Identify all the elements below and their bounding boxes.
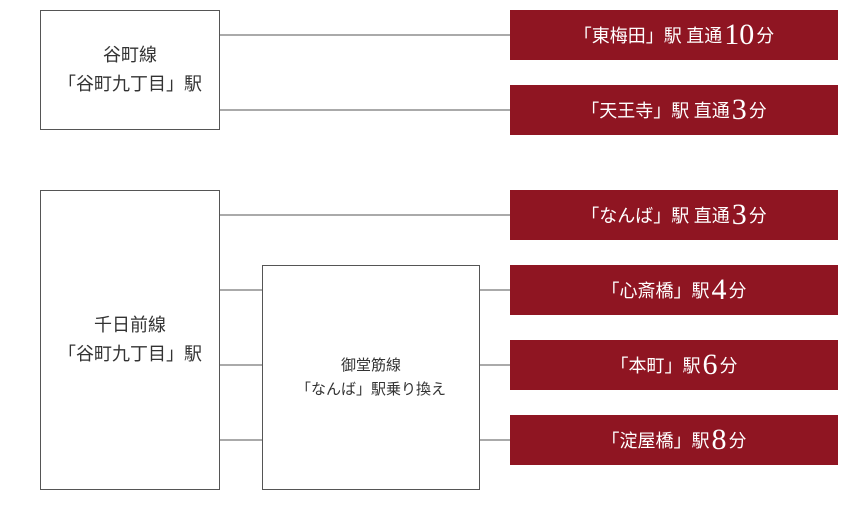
dest-shinsaibashi: 「心斎橋」駅 4 分	[510, 265, 838, 315]
dest-label-pre: 「心斎橋」駅	[602, 277, 710, 303]
dest-label-pre: 「淀屋橋」駅	[602, 427, 710, 453]
origin-station-label: 「谷町九丁目」駅	[58, 340, 202, 369]
origin-station-label: 「谷町九丁目」駅	[58, 70, 202, 99]
diagram-stage: 谷町線 「谷町九丁目」駅 千日前線 「谷町九丁目」駅 御堂筋線 「なんば」駅乗り…	[0, 0, 865, 515]
origin-line-label: 谷町線	[103, 41, 157, 70]
dest-minutes: 6	[701, 348, 720, 382]
dest-label-post: 分	[756, 22, 774, 48]
dest-minutes: 8	[710, 423, 729, 457]
dest-label-pre: 「東梅田」駅 直通	[574, 22, 723, 48]
dest-yodoyabashi: 「淀屋橋」駅 8 分	[510, 415, 838, 465]
dest-minutes: 3	[730, 198, 749, 232]
transfer-line-label: 御堂筋線	[341, 354, 401, 378]
dest-label-pre: 「天王寺」駅 直通	[581, 97, 730, 123]
transfer-box-midosuji: 御堂筋線 「なんば」駅乗り換え	[262, 265, 480, 490]
transfer-station-label: 「なんば」駅乗り換え	[296, 378, 446, 402]
origin-line-label: 千日前線	[94, 311, 166, 340]
origin-box-sennichimae: 千日前線 「谷町九丁目」駅	[40, 190, 220, 490]
dest-minutes: 4	[710, 273, 729, 307]
dest-higashi-umeda: 「東梅田」駅 直通 10 分	[510, 10, 838, 60]
dest-label-pre: 「なんば」駅 直通	[581, 202, 730, 228]
dest-label-post: 分	[729, 427, 747, 453]
dest-minutes: 10	[722, 18, 756, 52]
origin-box-tanimachi: 谷町線 「谷町九丁目」駅	[40, 10, 220, 130]
dest-label-post: 分	[729, 277, 747, 303]
dest-minutes: 3	[730, 93, 749, 127]
dest-label-post: 分	[749, 202, 767, 228]
dest-label-pre: 「本町」駅	[611, 352, 701, 378]
dest-namba: 「なんば」駅 直通 3 分	[510, 190, 838, 240]
dest-honmachi: 「本町」駅 6 分	[510, 340, 838, 390]
dest-label-post: 分	[720, 352, 738, 378]
dest-label-post: 分	[749, 97, 767, 123]
dest-tennoji: 「天王寺」駅 直通 3 分	[510, 85, 838, 135]
